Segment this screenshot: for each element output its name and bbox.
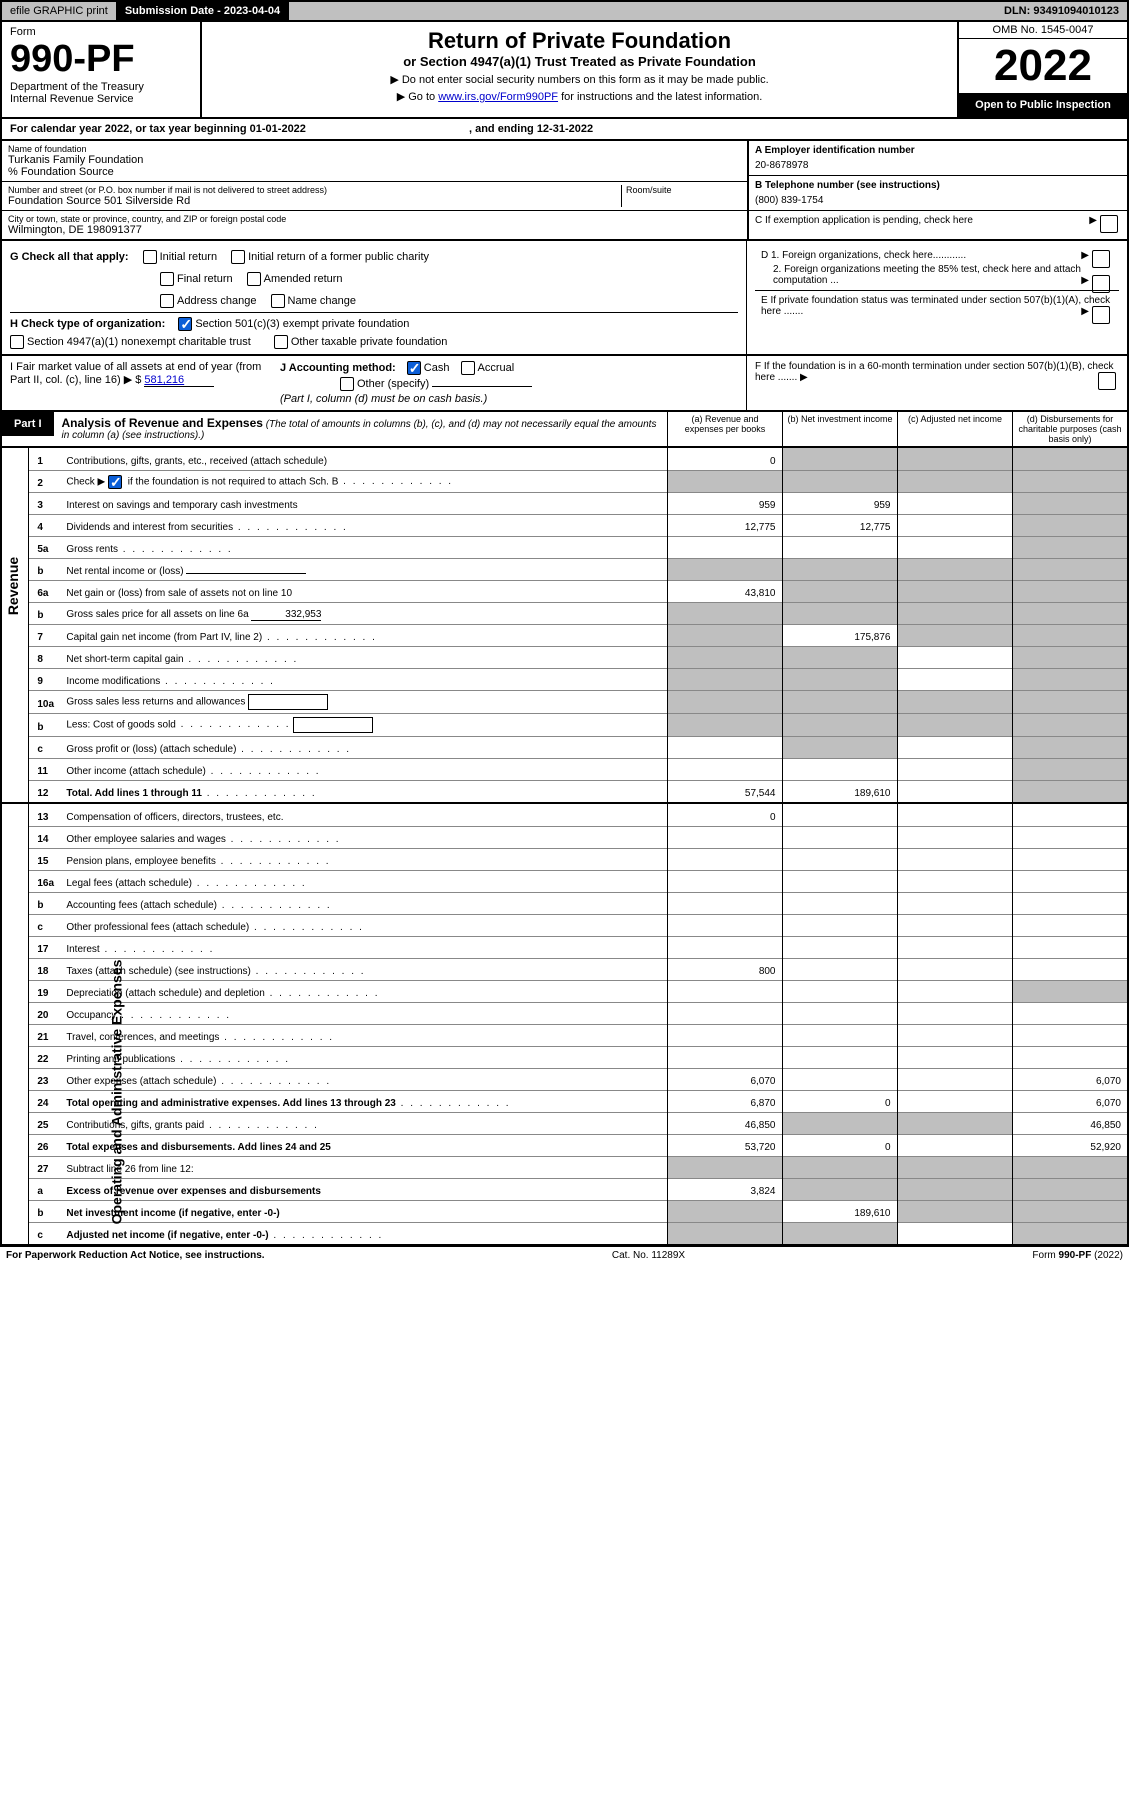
arrow-icon: ▶ <box>1089 215 1097 226</box>
col-b-hdr: (b) Net investment income <box>782 412 897 446</box>
d2-label: 2. Foreign organizations meeting the 85%… <box>773 264 1081 286</box>
c-checkbox[interactable] <box>1100 215 1118 233</box>
expenses-section: Operating and Administrative Expenses 13… <box>0 804 1129 1246</box>
g-address-checkbox[interactable] <box>160 294 174 308</box>
h-other-checkbox[interactable] <box>274 335 288 349</box>
submission-date: Submission Date - 2023-04-04 <box>117 2 289 20</box>
col-a-hdr: (a) Revenue and expenses per books <box>667 412 782 446</box>
form-subtitle: or Section 4947(a)(1) Trust Treated as P… <box>214 54 945 69</box>
j-note: (Part I, column (d) must be on cash basi… <box>280 393 738 405</box>
e-label: E If private foundation status was termi… <box>761 295 1110 317</box>
note-link: ▶ Go to www.irs.gov/Form990PF for instru… <box>214 90 945 103</box>
schb-checkbox[interactable] <box>108 475 122 489</box>
col-c-hdr: (c) Adjusted net income <box>897 412 1012 446</box>
i-j-section: I Fair market value of all assets at end… <box>0 356 1129 412</box>
footer-form: Form 990-PF (2022) <box>1032 1250 1123 1261</box>
expenses-table: 13Compensation of officers, directors, t… <box>29 804 1127 1244</box>
phone-label: B Telephone number (see instructions) <box>755 180 940 191</box>
top-bar: efile GRAPHIC print Submission Date - 20… <box>0 0 1129 22</box>
form-number: 990-PF <box>10 38 192 81</box>
care-of: % Foundation Source <box>8 166 741 178</box>
note-ssn: ▶ Do not enter social security numbers o… <box>214 73 945 86</box>
form-word: Form <box>10 26 192 38</box>
g-h-section: G Check all that apply: Initial return I… <box>0 241 1129 356</box>
d1-label: D 1. Foreign organizations, check here..… <box>761 250 966 261</box>
e-checkbox[interactable] <box>1092 306 1110 324</box>
revenue-section: Revenue 1Contributions, gifts, grants, e… <box>0 448 1129 804</box>
city-label: City or town, state or province, country… <box>8 214 741 224</box>
j-label: J Accounting method: <box>280 362 396 374</box>
g-initial-former-checkbox[interactable] <box>231 250 245 264</box>
expenses-vlabel: Operating and Administrative Expenses <box>2 804 29 1244</box>
i-value[interactable]: 581,216 <box>144 374 214 387</box>
form-header: Form 990-PF Department of the Treasury I… <box>0 22 1129 119</box>
instructions-link[interactable]: www.irs.gov/Form990PF <box>438 91 558 103</box>
g-name-checkbox[interactable] <box>271 294 285 308</box>
addr-label: Number and street (or P.O. box number if… <box>8 185 621 195</box>
j-accrual-checkbox[interactable] <box>461 361 475 375</box>
h-4947-checkbox[interactable] <box>10 335 24 349</box>
g-initial-checkbox[interactable] <box>143 250 157 264</box>
ein-label: A Employer identification number <box>755 145 915 156</box>
f-checkbox[interactable] <box>1098 372 1116 390</box>
open-inspection: Open to Public Inspection <box>959 93 1127 117</box>
part1-title: Analysis of Revenue and Expenses <box>62 416 263 430</box>
i-label: I Fair market value of all assets at end… <box>10 361 261 386</box>
h-501c3-checkbox[interactable] <box>178 317 192 331</box>
part1-header: Part I Analysis of Revenue and Expenses … <box>0 412 1129 448</box>
omb-number: OMB No. 1545-0047 <box>959 22 1127 39</box>
irs-line: Internal Revenue Service <box>10 93 192 105</box>
j-cash-checkbox[interactable] <box>407 361 421 375</box>
col-d-hdr: (d) Disbursements for charitable purpose… <box>1012 412 1127 446</box>
phone-value: (800) 839-1754 <box>755 195 1121 206</box>
g-label: G Check all that apply: <box>10 251 129 263</box>
address: Foundation Source 501 Silverside Rd <box>8 195 621 207</box>
footer-left: For Paperwork Reduction Act Notice, see … <box>6 1250 265 1261</box>
g-amended-checkbox[interactable] <box>247 272 261 286</box>
footer-cat: Cat. No. 11289X <box>612 1250 685 1261</box>
efile-label: efile GRAPHIC print <box>2 2 117 20</box>
form-title: Return of Private Foundation <box>214 28 945 54</box>
part1-tag: Part I <box>2 412 54 436</box>
revenue-vlabel: Revenue <box>2 448 29 802</box>
h-label: H Check type of organization: <box>10 318 165 330</box>
f-label: F If the foundation is in a 60-month ter… <box>755 361 1114 383</box>
dln: DLN: 93491094010123 <box>996 2 1127 20</box>
foundation-name: Turkanis Family Foundation <box>8 154 741 166</box>
entity-info: Name of foundation Turkanis Family Found… <box>0 141 1129 241</box>
tax-year: 2022 <box>959 39 1127 93</box>
city-state-zip: Wilmington, DE 198091377 <box>8 224 741 236</box>
ein-value: 20-8678978 <box>755 160 1121 171</box>
c-label: C If exemption application is pending, c… <box>755 215 973 226</box>
d1-checkbox[interactable] <box>1092 250 1110 268</box>
calendar-year-row: For calendar year 2022, or tax year begi… <box>0 119 1129 141</box>
j-other-checkbox[interactable] <box>340 377 354 391</box>
page-footer: For Paperwork Reduction Act Notice, see … <box>0 1246 1129 1264</box>
revenue-table: 1Contributions, gifts, grants, etc., rec… <box>29 448 1127 802</box>
g-final-checkbox[interactable] <box>160 272 174 286</box>
room-label: Room/suite <box>626 185 741 195</box>
name-label: Name of foundation <box>8 144 741 154</box>
dept-line: Department of the Treasury <box>10 81 192 93</box>
